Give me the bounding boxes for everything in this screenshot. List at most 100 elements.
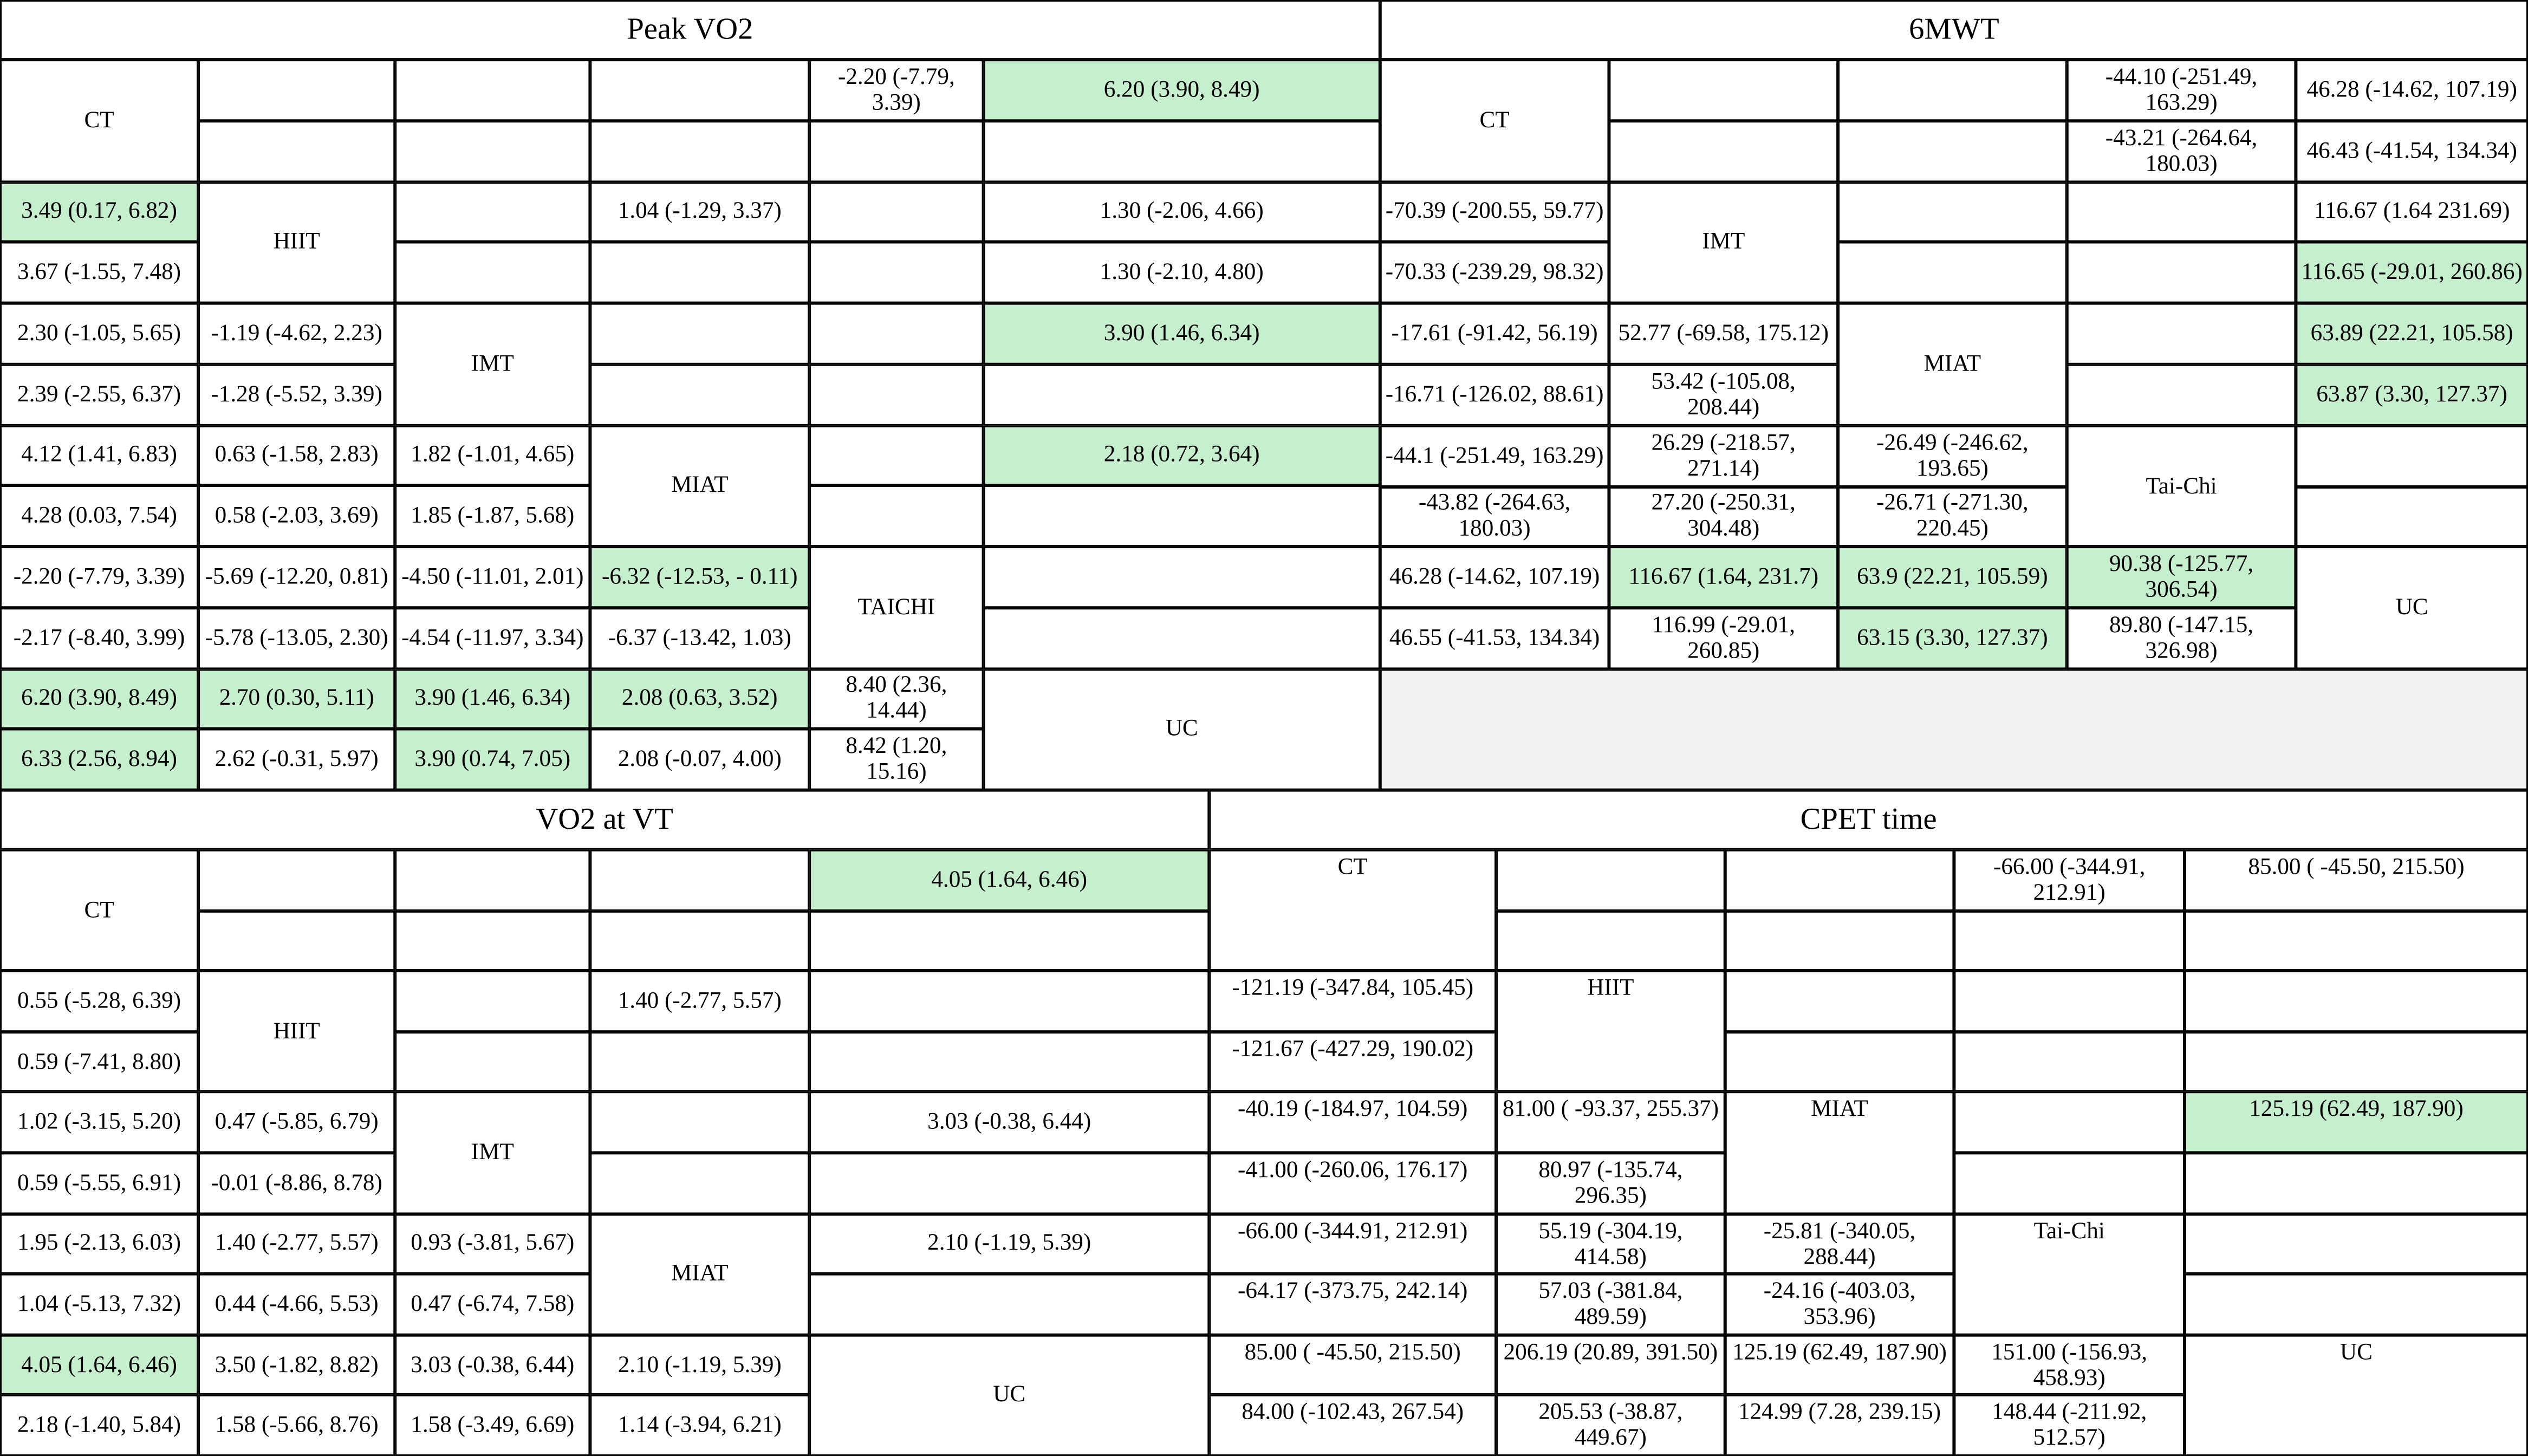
empty-cell bbox=[395, 242, 590, 303]
comparison-cell: 63.89 (22.21, 105.58) bbox=[2296, 303, 2528, 365]
comparison-cell: 46.28 (-14.62, 107.19) bbox=[2296, 60, 2528, 121]
comparison-cell: -44.10 (-251.49, 163.29) bbox=[2066, 60, 2296, 121]
comparison-cell: 6.20 (3.90, 8.49) bbox=[0, 668, 199, 730]
empty-cell bbox=[1954, 1153, 2185, 1214]
empty-cell bbox=[1725, 849, 1954, 911]
comparison-cell: 2.30 (-1.05, 5.65) bbox=[0, 303, 199, 364]
comparison-cell: 1.58 (-3.49, 6.69) bbox=[395, 1395, 590, 1456]
comparison-cell: -26.71 (-271.30, 220.45) bbox=[1838, 486, 2067, 548]
comparison-cell: 2.08 (0.63, 3.52) bbox=[590, 668, 810, 730]
comparison-cell: -5.69 (-12.20, 0.81) bbox=[198, 547, 395, 608]
comparison-cell: -6.37 (-13.42, 1.03) bbox=[590, 607, 810, 668]
comparison-cell: -121.67 (-427.29, 190.02) bbox=[1209, 1031, 1497, 1093]
comparison-cell: 90.38 (-125.77, 306.54) bbox=[2066, 547, 2296, 608]
comparison-cell: -16.71 (-126.02, 88.61) bbox=[1380, 364, 1609, 426]
comparison-cell: 2.39 (-2.55, 6.37) bbox=[0, 363, 199, 425]
empty-cell bbox=[809, 1274, 1210, 1335]
comparison-cell: 3.90 (1.46, 6.34) bbox=[395, 668, 590, 730]
empty-cell bbox=[590, 1153, 810, 1214]
comparison-cell: -41.00 (-260.06, 176.17) bbox=[1209, 1153, 1497, 1214]
panel-title: VO2 at VT bbox=[0, 790, 1210, 850]
empty-cell bbox=[1725, 910, 1954, 971]
comparison-cell: 3.90 (0.74, 7.05) bbox=[395, 729, 590, 790]
comparison-cell: -25.81 (-340.05, 288.44) bbox=[1725, 1213, 1954, 1275]
comparison-cell: 1.58 (-5.66, 8.76) bbox=[198, 1395, 395, 1456]
empty-cell bbox=[2185, 1153, 2528, 1214]
comparison-cell: 0.63 (-1.58, 2.83) bbox=[198, 425, 395, 486]
treatment-label: CT bbox=[0, 60, 199, 181]
comparison-cell: 125.19 (62.49, 187.90) bbox=[2185, 1092, 2528, 1153]
comparison-cell: -2.20 (-7.79, 3.39) bbox=[809, 60, 984, 121]
comparison-cell: 1.04 (-5.13, 7.32) bbox=[0, 1274, 199, 1335]
empty-cell bbox=[590, 1031, 810, 1093]
empty-cell bbox=[198, 910, 395, 971]
comparison-cell: 0.58 (-2.03, 3.69) bbox=[198, 485, 395, 547]
empty-cell bbox=[590, 1092, 810, 1153]
comparison-cell: -0.01 (-8.86, 8.78) bbox=[198, 1153, 395, 1214]
empty-cell bbox=[2296, 486, 2528, 548]
comparison-cell: 2.10 (-1.19, 5.39) bbox=[590, 1335, 810, 1396]
comparison-cell: -121.19 (-347.84, 105.45) bbox=[1209, 971, 1497, 1032]
empty-cell bbox=[395, 849, 590, 911]
empty-cell bbox=[590, 363, 810, 425]
treatment-label: CT bbox=[0, 849, 199, 971]
comparison-cell: 8.40 (2.36, 14.44) bbox=[809, 668, 984, 730]
empty-cell bbox=[2185, 971, 2528, 1032]
comparison-cell: 63.9 (22.21, 105.59) bbox=[1838, 547, 2067, 608]
empty-cell bbox=[198, 120, 395, 181]
comparison-cell: 124.99 (7.28, 239.15) bbox=[1725, 1395, 1954, 1456]
comparison-cell: 52.77 (-69.58, 175.12) bbox=[1609, 303, 1838, 365]
treatment-label: MIAT bbox=[590, 425, 810, 547]
empty-cell bbox=[198, 60, 395, 121]
comparison-cell: 81.00 ( -93.37, 255.37) bbox=[1496, 1092, 1725, 1153]
empty-cell bbox=[590, 849, 810, 911]
treatment-label: Tai-Chi bbox=[2066, 425, 2296, 548]
treatment-label: TAICHI bbox=[809, 547, 984, 668]
comparison-cell: 4.28 (0.03, 7.54) bbox=[0, 485, 199, 547]
comparison-cell: 125.19 (62.49, 187.90) bbox=[1725, 1335, 1954, 1396]
empty-cell bbox=[590, 242, 810, 303]
empty-cell bbox=[983, 363, 1380, 425]
treatment-label: IMT bbox=[395, 1092, 590, 1214]
comparison-cell: -66.00 (-344.91, 212.91) bbox=[1954, 849, 2185, 911]
empty-cell bbox=[590, 60, 810, 121]
empty-cell bbox=[1609, 60, 1838, 121]
comparison-cell: 80.97 (-135.74, 296.35) bbox=[1496, 1153, 1725, 1214]
comparison-cell: 148.44 (-211.92, 512.57) bbox=[1954, 1395, 2185, 1456]
comparison-cell: 2.18 (-1.40, 5.84) bbox=[0, 1395, 199, 1456]
comparison-cell: 55.19 (-304.19, 414.58) bbox=[1496, 1213, 1725, 1275]
empty-cell bbox=[395, 1031, 590, 1093]
empty-cell bbox=[2185, 910, 2528, 971]
empty-cell bbox=[809, 1031, 1210, 1093]
panel-title: CPET time bbox=[1209, 790, 2528, 850]
comparison-cell: -4.54 (-11.97, 3.34) bbox=[395, 607, 590, 668]
comparison-cell: -44.1 (-251.49, 163.29) bbox=[1380, 425, 1609, 486]
comparison-cell: -4.50 (-11.01, 2.01) bbox=[395, 547, 590, 608]
comparison-cell: 3.49 (0.17, 6.82) bbox=[0, 181, 199, 243]
comparison-cell: 0.55 (-5.28, 6.39) bbox=[0, 971, 199, 1032]
comparison-cell: 205.53 (-38.87, 449.67) bbox=[1496, 1395, 1725, 1456]
empty-cell bbox=[2185, 1031, 2528, 1093]
empty-cell bbox=[590, 303, 810, 364]
comparison-cell: -70.39 (-200.55, 59.77) bbox=[1380, 181, 1609, 243]
comparison-cell: 1.30 (-2.10, 4.80) bbox=[983, 242, 1380, 303]
empty-cell bbox=[198, 849, 395, 911]
treatment-label: HIIT bbox=[198, 971, 395, 1093]
comparison-cell: 3.50 (-1.82, 8.82) bbox=[198, 1335, 395, 1396]
comparison-cell: 1.14 (-3.94, 6.21) bbox=[590, 1395, 810, 1456]
comparison-cell: 1.40 (-2.77, 5.57) bbox=[198, 1213, 395, 1275]
treatment-label: MIAT bbox=[1838, 303, 2067, 426]
empty-cell bbox=[809, 120, 984, 181]
comparison-cell: -64.17 (-373.75, 242.14) bbox=[1209, 1274, 1497, 1335]
empty-cell bbox=[1838, 60, 2067, 121]
comparison-cell: -2.20 (-7.79, 3.39) bbox=[0, 547, 199, 608]
comparison-cell: -70.33 (-239.29, 98.32) bbox=[1380, 242, 1609, 304]
comparison-cell: 206.19 (20.89, 391.50) bbox=[1496, 1335, 1725, 1396]
comparison-cell: -6.32 (-12.53, - 0.11) bbox=[590, 547, 810, 608]
treatment-label: Tai-Chi bbox=[1954, 1213, 2185, 1335]
empty-cell bbox=[590, 120, 810, 181]
empty-cell bbox=[983, 485, 1380, 547]
empty-cell bbox=[2066, 181, 2296, 243]
